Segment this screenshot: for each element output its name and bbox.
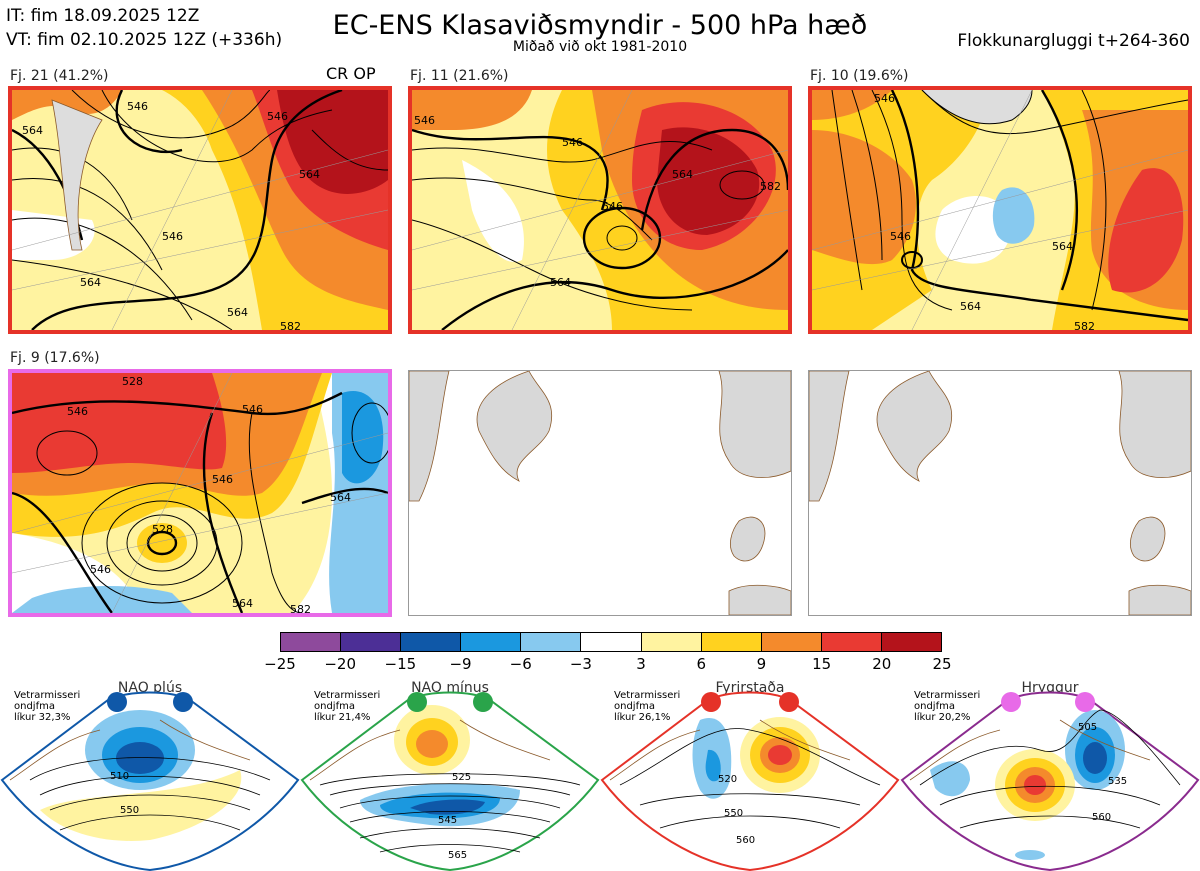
contour-label: 546 xyxy=(127,100,148,113)
svg-text:505: 505 xyxy=(1078,722,1097,733)
svg-text:525: 525 xyxy=(452,772,471,783)
colorbar-tick: 25 xyxy=(932,655,952,673)
colorbar-swatch xyxy=(581,633,642,651)
colorbar-swatch xyxy=(641,633,702,651)
colorbar-swatch xyxy=(881,633,942,651)
regime-title: Fyrirstaða xyxy=(715,680,785,696)
svg-text:535: 535 xyxy=(1108,776,1127,787)
svg-text:560: 560 xyxy=(736,835,755,846)
contour-label: 546 xyxy=(90,563,111,576)
cluster-map-4: 528 546 546 546 528 546 564 564 582 xyxy=(8,369,392,617)
contour-label: 564 xyxy=(960,300,981,313)
regime-title: NAO mínus xyxy=(411,680,489,696)
panel-4-label: Fj. 9 (17.6%) xyxy=(10,350,100,366)
valid-time: VT: fim 02.10.2025 12Z (+336h) xyxy=(6,30,283,50)
colorbar-tick: 15 xyxy=(812,655,832,673)
contour-label: 528 xyxy=(152,523,173,536)
contour-label: 564 xyxy=(22,124,43,137)
colorbar-swatch xyxy=(701,633,762,651)
colorbar-swatch xyxy=(461,633,522,651)
contour-label: 528 xyxy=(122,375,143,388)
panel-1-tag: CR OP xyxy=(326,64,376,83)
contour-label: 564 xyxy=(672,168,693,181)
page-subtitle: Miðað við okt 1981-2010 xyxy=(512,39,688,55)
contour-label: 564 xyxy=(227,306,248,319)
svg-text:550: 550 xyxy=(724,808,743,819)
regime-blocking: Fyrirstaða Vetrarmisseri ondjfma líkur 2… xyxy=(600,680,900,871)
colorbar-swatch xyxy=(401,633,462,651)
cluster-map-1: 546 564 546 564 546 564 564 582 xyxy=(8,86,392,334)
regime-note: Vetrarmisseri ondjfma líkur 26,1% xyxy=(614,690,681,723)
colorbar-tick: −6 xyxy=(509,655,532,673)
contour-label: 546 xyxy=(414,114,435,127)
svg-text:565: 565 xyxy=(448,850,467,861)
contour-label: 564 xyxy=(550,276,571,289)
svg-text:545: 545 xyxy=(438,815,457,826)
empty-map-6 xyxy=(808,370,1192,616)
colorbar-tick: −25 xyxy=(264,655,296,673)
contour-label: 582 xyxy=(1074,320,1095,330)
contour-label: 564 xyxy=(299,168,320,181)
colorbar-swatch xyxy=(821,633,882,651)
colorbar-swatch xyxy=(281,633,342,651)
svg-text:520: 520 xyxy=(718,774,737,785)
svg-text:510: 510 xyxy=(110,771,129,782)
colorbar-tick: 9 xyxy=(756,655,767,673)
contour-label: 582 xyxy=(760,180,781,193)
contour-label: 546 xyxy=(602,200,623,213)
contour-label: 546 xyxy=(874,92,895,105)
contour-label: 546 xyxy=(212,473,233,486)
svg-text:560: 560 xyxy=(1092,812,1111,823)
colorbar-tick: −20 xyxy=(324,655,356,673)
contour-label: 546 xyxy=(67,405,88,418)
regime-ridge: Hryggur Vetrarmisseri ondjfma líkur 20,2… xyxy=(900,680,1200,871)
cluster-map-2: 546 546 564 546 564 582 xyxy=(408,86,792,334)
contour-label: 546 xyxy=(562,136,583,149)
colorbar-tick: −15 xyxy=(384,655,417,673)
contour-label: 546 xyxy=(890,230,911,243)
colorbar-swatch xyxy=(761,633,822,651)
anomaly-colorbar xyxy=(280,632,942,652)
contour-label: 564 xyxy=(232,597,253,610)
panel-2-label: Fj. 11 (21.6%) xyxy=(410,68,509,84)
contour-label: 564 xyxy=(330,491,351,504)
contour-label: 564 xyxy=(1052,240,1073,253)
cluster-map-3: 546 546 564 564 582 xyxy=(808,86,1192,334)
regime-nao-plus: NAO plús Vetrarmisseri ondjfma líkur 32,… xyxy=(0,680,300,871)
colorbar-tick: 3 xyxy=(636,655,646,673)
regime-nao-minus: NAO mínus Vetrarmisseri ondjfma líkur 21… xyxy=(300,680,600,871)
contour-label: 546 xyxy=(162,230,183,243)
contour-label: 582 xyxy=(280,320,301,330)
colorbar-tick: 20 xyxy=(872,655,892,673)
regime-title: NAO plús xyxy=(117,680,183,696)
contour-label: 564 xyxy=(80,276,101,289)
colorbar-tick: −3 xyxy=(569,655,592,673)
colorbar-swatch xyxy=(341,633,402,651)
panel-1-label: Fj. 21 (41.2%) xyxy=(10,68,109,84)
empty-map-5 xyxy=(408,370,792,616)
panel-3-label: Fj. 10 (19.6%) xyxy=(810,68,909,84)
regime-note: Vetrarmisseri ondjfma líkur 21,4% xyxy=(314,690,381,723)
contour-label: 546 xyxy=(242,403,263,416)
contour-label: 582 xyxy=(290,603,311,613)
classification-window: Flokkunargluggi t+264-360 xyxy=(957,31,1190,51)
initial-time: IT: fim 18.09.2025 12Z xyxy=(6,6,200,26)
contour-label: 546 xyxy=(267,110,288,123)
regime-note: Vetrarmisseri ondjfma líkur 20,2% xyxy=(914,690,981,723)
colorbar-swatch xyxy=(521,633,582,651)
page-title: EC-ENS Klasaviðsmyndir - 500 hPa hæð xyxy=(332,10,868,41)
regime-title: Hryggur xyxy=(1021,680,1079,696)
svg-text:550: 550 xyxy=(120,805,139,816)
regime-note: Vetrarmisseri ondjfma líkur 32,3% xyxy=(14,690,81,723)
colorbar-tick: 6 xyxy=(696,655,707,673)
colorbar-tick: −9 xyxy=(449,655,472,673)
